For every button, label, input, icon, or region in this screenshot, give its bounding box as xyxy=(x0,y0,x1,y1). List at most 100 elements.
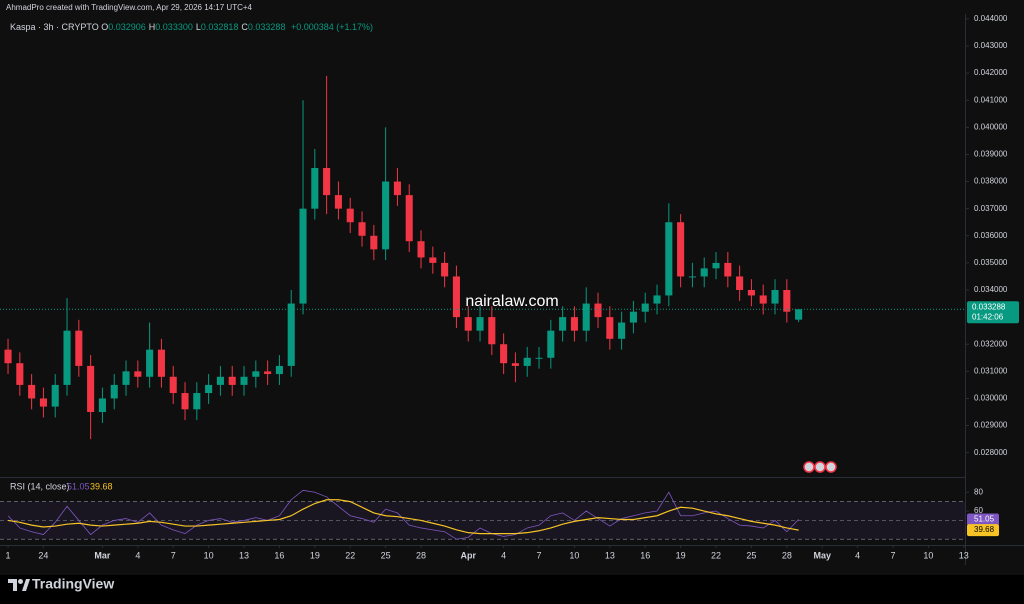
candle-body xyxy=(570,317,578,331)
candle-body xyxy=(795,309,803,320)
candle-body xyxy=(677,222,685,277)
y-tick-label: 0.040000 xyxy=(974,122,1008,131)
candle-body xyxy=(323,168,331,196)
candle-body xyxy=(299,208,307,304)
ohlc-value: 0.032906 xyxy=(108,22,146,32)
ohlc-value: 0.033300 xyxy=(155,22,193,32)
y-tick-label: 0.038000 xyxy=(974,177,1008,186)
rsi-legend-value: 39.68 xyxy=(90,481,113,491)
candle-body xyxy=(441,262,449,277)
x-tick-label: 25 xyxy=(381,550,391,560)
logo-icon xyxy=(8,579,30,591)
x-tick-label: 7 xyxy=(537,550,542,560)
x-tick-label: 16 xyxy=(640,550,650,560)
x-tick-label: 10 xyxy=(204,550,214,560)
x-tick-label: 13 xyxy=(959,550,969,560)
candle-body xyxy=(110,384,118,399)
candle-body xyxy=(334,195,342,209)
x-tick-label: May xyxy=(813,550,831,560)
candle-body xyxy=(193,393,201,410)
change: +0.000384 (+1.17%) xyxy=(290,22,374,32)
y-tick-label: 0.036000 xyxy=(974,231,1008,240)
candle-body xyxy=(476,317,484,331)
event-icons xyxy=(803,461,837,473)
candle-body xyxy=(346,208,354,223)
candle-body xyxy=(500,344,508,364)
x-tick-label: 19 xyxy=(676,550,686,560)
x-tick-label: 10 xyxy=(569,550,579,560)
candle-body xyxy=(157,349,165,377)
ohlc-key: H xyxy=(148,22,156,32)
x-tick-label: 4 xyxy=(135,550,140,560)
candle-body xyxy=(146,349,154,377)
x-tick-label: 16 xyxy=(274,550,284,560)
x-tick-label: 25 xyxy=(746,550,756,560)
candle-body xyxy=(287,303,295,366)
y-tick-label: 0.044000 xyxy=(974,14,1008,23)
candle-body xyxy=(511,363,519,366)
candle-body xyxy=(75,330,83,366)
y-tick-label: 0.034000 xyxy=(974,285,1008,294)
countdown: 01:42:06 xyxy=(972,312,1004,321)
candle-body xyxy=(28,384,36,399)
symbol: Kaspa · 3h · CRYPTO xyxy=(10,22,99,32)
candle-body xyxy=(606,317,614,339)
ohlc-value: 0.032818 xyxy=(200,22,239,32)
candle-body xyxy=(370,235,378,250)
candle-body xyxy=(547,330,555,358)
candle-body xyxy=(771,290,779,304)
candle-body xyxy=(240,376,248,385)
y-tick-label: 0.037000 xyxy=(974,204,1008,213)
candle-body xyxy=(724,262,732,277)
candle-body xyxy=(87,365,95,413)
candle-body xyxy=(382,181,390,250)
ohlc-value: 0.033288 xyxy=(247,22,286,32)
candle-body xyxy=(122,371,130,385)
logo-text: TradingView xyxy=(32,576,114,592)
last-price-label: 0.033288 xyxy=(972,302,1006,311)
ohlc-key: O xyxy=(101,22,109,32)
candle-body xyxy=(39,398,47,407)
y-tick-label: 0.035000 xyxy=(974,258,1008,267)
x-tick-label: Apr xyxy=(460,550,476,560)
candle-body xyxy=(311,168,319,209)
y-tick-label: 0.041000 xyxy=(974,95,1008,104)
candle-body xyxy=(629,311,637,323)
y-tick-label: 0.031000 xyxy=(974,366,1008,375)
x-tick-label: 22 xyxy=(345,550,355,560)
candle-body xyxy=(688,276,696,278)
candle-body xyxy=(264,371,272,375)
rsi-line xyxy=(7,489,799,540)
x-tick-label: 19 xyxy=(310,550,320,560)
candle-body xyxy=(358,222,366,236)
x-tick-label: Mar xyxy=(94,550,111,560)
x-tick-label: 24 xyxy=(38,550,48,560)
footer-bg xyxy=(0,575,1024,604)
x-tick-label: 13 xyxy=(605,550,615,560)
candle-body xyxy=(665,222,673,296)
y-tick-label: 0.043000 xyxy=(974,41,1008,50)
watermark: nairalaw.com xyxy=(465,293,558,310)
y-tick-label: 0.042000 xyxy=(974,68,1008,77)
x-tick-label: 4 xyxy=(855,550,860,560)
rsi-line xyxy=(7,499,799,535)
candle-body xyxy=(641,303,649,312)
candle-body xyxy=(712,262,720,269)
candle-body xyxy=(736,276,744,291)
x-tick-label: 28 xyxy=(782,550,792,560)
y-tick-label: 0.028000 xyxy=(974,448,1008,457)
rsi-value-label: 51.05 xyxy=(974,515,995,524)
candle-body xyxy=(488,317,496,345)
y-tick-label: 0.030000 xyxy=(974,394,1008,403)
y-tick-label: 0.029000 xyxy=(974,421,1008,430)
candle-body xyxy=(228,376,236,385)
candle-body xyxy=(747,290,755,296)
y-tick-label: 60 xyxy=(974,506,983,515)
candle-body xyxy=(181,393,189,410)
ohlc: O0.032906 H0.033300 L0.032818 C0.033288 xyxy=(101,22,288,32)
x-tick-label: 1 xyxy=(6,550,11,560)
candle-body xyxy=(216,376,224,385)
candle-body xyxy=(98,398,106,413)
